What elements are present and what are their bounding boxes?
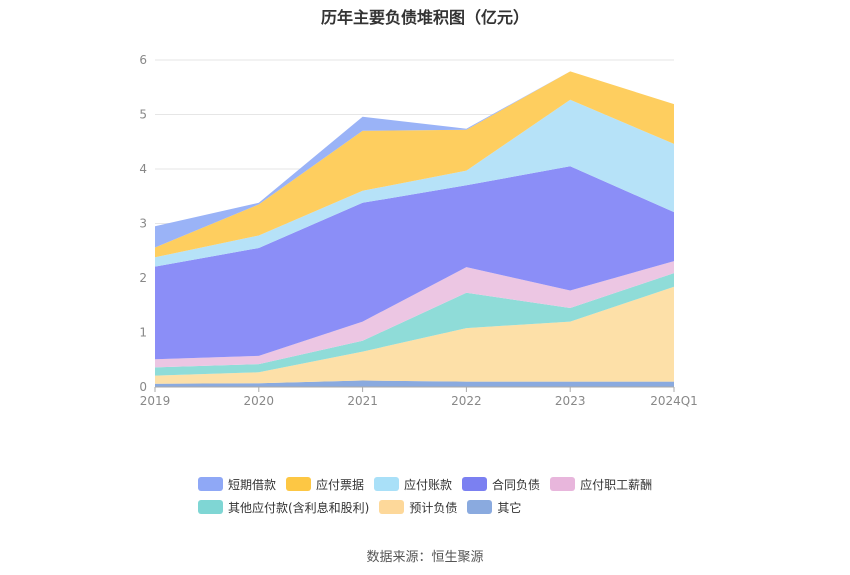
axes: 0 1 2 3 4 5 6 2019 2020 2021 2022 2023 2024Q1	[139, 53, 697, 408]
y-tick-label: 3	[139, 217, 147, 231]
legend-label: 应付票据	[316, 477, 365, 492]
legend-label: 应付账款	[404, 477, 453, 492]
legend-swatch	[374, 477, 400, 491]
legend-label: 预计负债	[409, 500, 458, 515]
area-series-6[interactable]	[155, 99, 674, 267]
area-series-2[interactable]	[155, 286, 674, 384]
x-tick-label: 2021	[347, 394, 378, 408]
legend: 短期借款 应付票据 应付账款 合同负债 应付职工薪酬 其他应付款(含利息和股利) 预计负债…	[198, 473, 698, 519]
legend-swatch	[467, 500, 493, 514]
legend-item[interactable]: 其他应付款(含利息和股利)	[198, 499, 369, 516]
legend-swatch	[198, 500, 223, 514]
y-tick-label: 0	[139, 380, 147, 394]
legend-swatch	[462, 477, 488, 491]
legend-swatch	[198, 477, 223, 491]
legend-label: 应付职工薪酬	[580, 477, 653, 492]
legend-row: 其他应付款(含利息和股利) 预计负债 其它	[198, 496, 698, 518]
y-tick-label: 5	[139, 108, 147, 122]
legend-item[interactable]: 合同负债	[462, 476, 540, 493]
legend-label: 短期借款	[228, 477, 277, 492]
x-tick-label: 2022	[451, 394, 482, 408]
area-series-group	[155, 71, 674, 387]
chart-title: 历年主要负债堆积图（亿元）	[320, 8, 529, 27]
legend-item[interactable]: 应付票据	[286, 476, 364, 493]
data-source: 数据来源：恒生聚源	[366, 550, 484, 565]
legend-item[interactable]: 短期借款	[198, 476, 276, 493]
area-series-1[interactable]	[155, 380, 674, 388]
x-tick-label: 2023	[555, 394, 586, 408]
legend-swatch	[550, 477, 576, 491]
x-tick-label: 2019	[140, 394, 171, 408]
legend-item[interactable]: 应付职工薪酬	[550, 476, 652, 493]
y-tick-label: 6	[139, 53, 147, 67]
y-tick-label: 4	[139, 162, 147, 176]
area-series-3[interactable]	[155, 273, 674, 376]
legend-label: 合同负债	[492, 477, 541, 492]
legend-row: 短期借款 应付票据 应付账款 合同负债 应付职工薪酬	[198, 473, 698, 495]
legend-label: 其他应付款(含利息和股利)	[228, 500, 370, 515]
legend-item[interactable]: 预计负债	[379, 499, 457, 516]
y-tick-label: 2	[139, 271, 147, 285]
x-tick-label: 2020	[244, 394, 275, 408]
legend-label: 其它	[497, 500, 522, 515]
legend-swatch	[379, 500, 405, 514]
legend-swatch	[286, 477, 312, 491]
stacked-area-chart: 0 1 2 3 4 5 6 2019 2020 2021 2022 2023 2024Q1	[139, 53, 697, 408]
area-series-5[interactable]	[155, 166, 674, 360]
x-tick-label: 2024Q1	[650, 394, 698, 408]
area-series-7[interactable]	[155, 71, 674, 258]
y-tick-label: 1	[139, 326, 147, 340]
area-series-4[interactable]	[155, 261, 674, 368]
legend-item[interactable]: 应付账款	[374, 476, 452, 493]
legend-item[interactable]: 其它	[467, 499, 521, 516]
